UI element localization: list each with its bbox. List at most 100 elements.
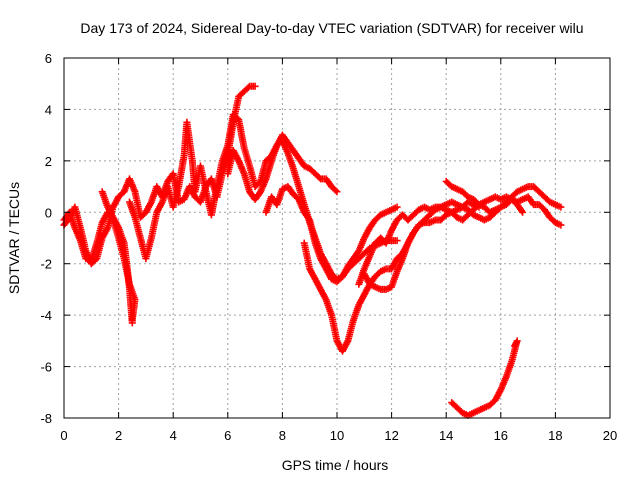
data-point <box>254 85 256 87</box>
data-point <box>418 224 420 226</box>
data-point <box>467 196 469 198</box>
data-point <box>216 185 218 188</box>
data-point <box>134 216 136 219</box>
data-point <box>79 239 81 242</box>
data-point <box>538 203 540 206</box>
data-point <box>112 216 114 219</box>
data-point <box>134 299 136 301</box>
data-point <box>183 155 185 157</box>
data-point <box>489 216 491 219</box>
data-point <box>118 227 120 229</box>
data-point <box>238 95 240 98</box>
data-point <box>238 119 240 121</box>
data-point <box>505 376 507 378</box>
data-point <box>396 206 398 208</box>
data-point <box>259 191 262 193</box>
data-point <box>101 237 103 239</box>
data-point <box>391 209 393 211</box>
data-point <box>451 201 453 203</box>
data-point <box>532 203 535 206</box>
data-point <box>429 214 431 216</box>
data-point <box>123 191 125 193</box>
data-point <box>96 257 98 260</box>
x-tick-label: 10 <box>330 428 344 443</box>
data-point <box>549 201 551 203</box>
data-point <box>522 188 524 190</box>
data-point <box>461 206 464 208</box>
data-point <box>330 185 333 188</box>
data-point <box>396 270 398 273</box>
x-axis-label: GPS time / hours <box>282 457 389 473</box>
y-axis-label: SDTVAR / TECUs <box>6 182 22 294</box>
data-point <box>347 340 349 342</box>
data-point <box>227 144 229 147</box>
data-point <box>238 160 240 162</box>
data-point <box>516 191 518 193</box>
data-point <box>358 257 360 260</box>
data-point <box>145 257 147 260</box>
data-point <box>445 209 447 211</box>
x-tick-label: 0 <box>60 428 67 443</box>
data-point <box>385 211 387 213</box>
data-point <box>374 242 376 244</box>
data-point <box>363 273 365 275</box>
data-point <box>347 268 349 270</box>
data-point <box>429 221 431 224</box>
data-point <box>161 201 163 203</box>
data-point <box>396 257 398 260</box>
data-point <box>131 322 133 324</box>
data-point <box>380 270 382 273</box>
data-point <box>391 239 393 242</box>
data-point <box>101 191 103 193</box>
data-point <box>205 191 207 193</box>
data-point <box>134 191 136 193</box>
x-tick-label: 20 <box>603 428 617 443</box>
data-point <box>265 160 267 162</box>
data-point <box>172 206 174 208</box>
data-point <box>101 221 103 224</box>
data-point <box>456 188 458 190</box>
x-tick-label: 16 <box>494 428 508 443</box>
data-point <box>461 191 464 193</box>
data-point <box>341 275 344 278</box>
data-point <box>74 227 76 229</box>
data-point <box>254 185 256 188</box>
data-point <box>249 191 251 193</box>
data-point <box>374 219 376 221</box>
series-track-5 <box>224 136 401 283</box>
data-point <box>456 216 458 219</box>
data-point <box>522 198 524 201</box>
data-point <box>483 219 486 221</box>
data-point <box>363 293 365 296</box>
data-point <box>292 193 294 195</box>
data-point <box>309 167 311 170</box>
data-point <box>391 286 393 288</box>
data-point <box>418 209 420 211</box>
data-point <box>79 227 81 229</box>
data-point <box>128 288 131 291</box>
data-point <box>249 165 251 167</box>
series-track-11 <box>448 337 521 419</box>
data-point <box>320 288 322 291</box>
data-point <box>363 268 365 270</box>
data-point <box>314 242 316 244</box>
data-point <box>118 196 120 198</box>
x-tick-label: 2 <box>115 428 122 443</box>
data-point <box>483 201 486 203</box>
data-point <box>314 173 316 175</box>
data-point <box>156 211 158 213</box>
data-point <box>112 206 114 208</box>
data-point <box>194 196 196 198</box>
y-tick-label: 2 <box>45 154 52 169</box>
data-point <box>186 121 188 123</box>
y-tick-label: -2 <box>40 257 52 272</box>
y-tick-label: 0 <box>45 205 52 220</box>
x-tick-label: 14 <box>439 428 453 443</box>
x-tick-label: 18 <box>548 428 562 443</box>
data-point <box>391 229 393 231</box>
data-point <box>500 389 502 391</box>
data-point <box>472 412 475 414</box>
data-point <box>298 157 300 159</box>
data-point <box>188 185 191 188</box>
data-point <box>232 149 234 152</box>
